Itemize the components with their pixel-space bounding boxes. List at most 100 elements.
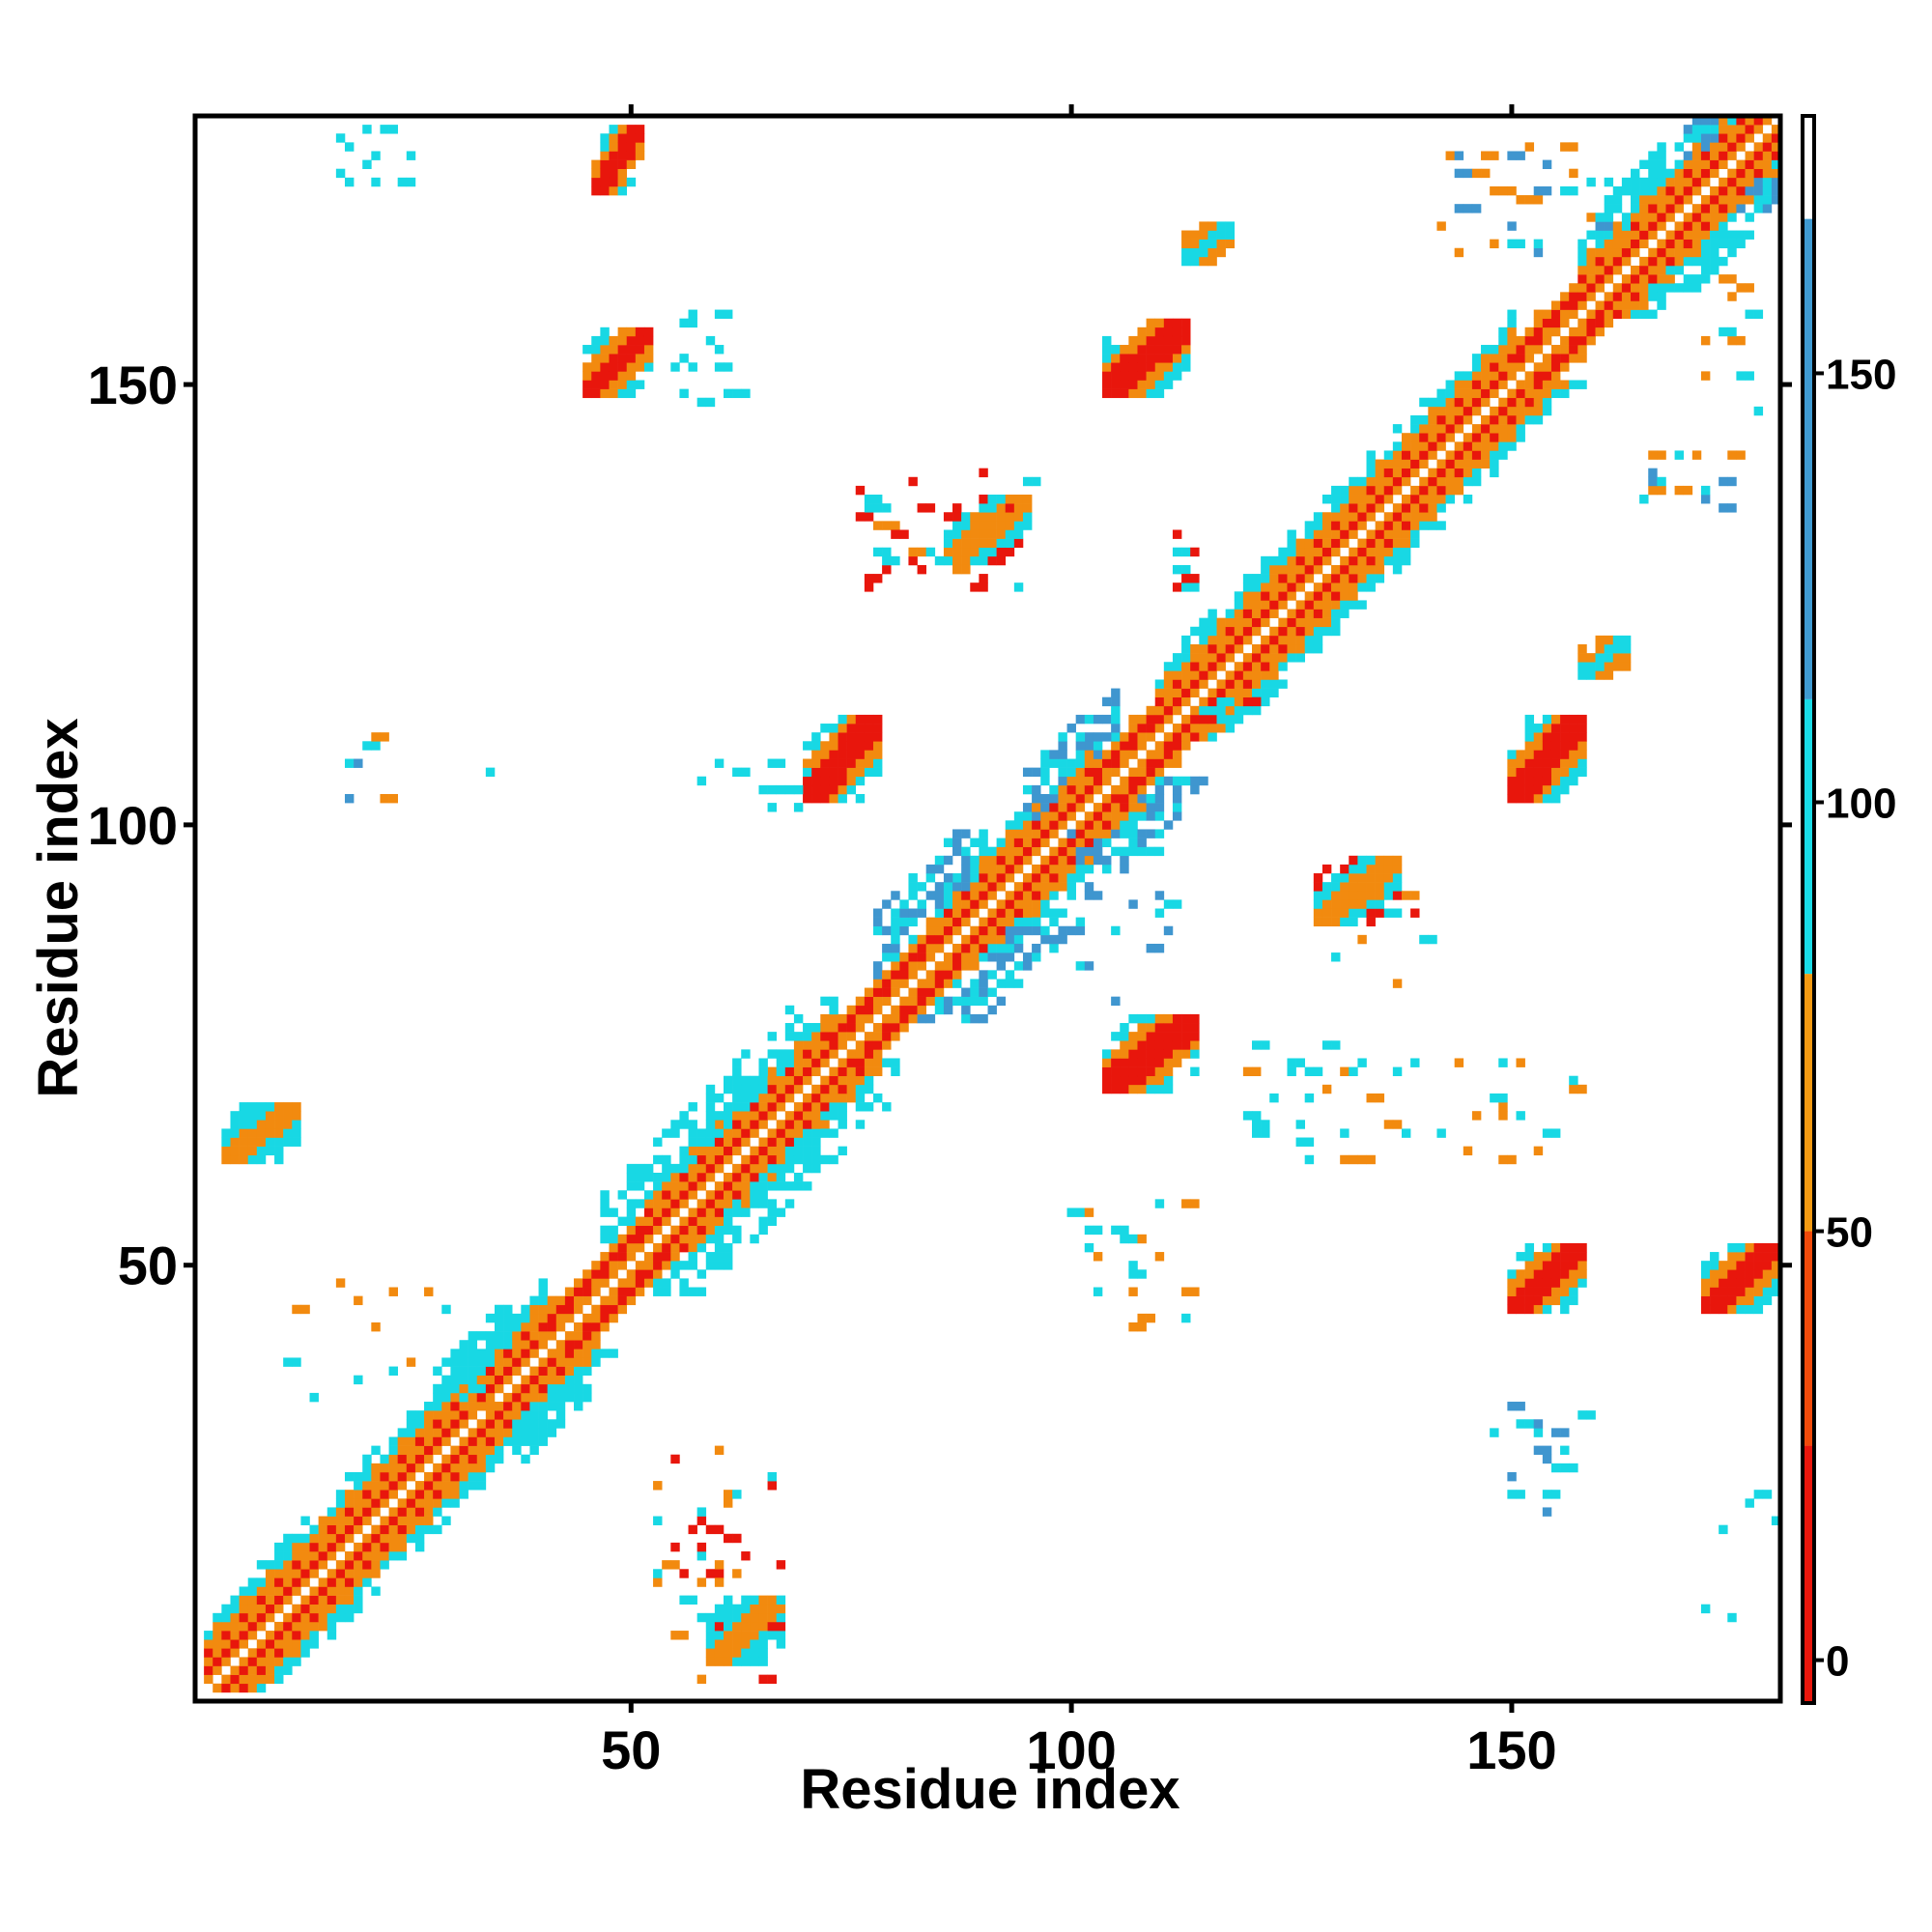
contact-cell [204,1665,213,1675]
contact-cell [609,1208,618,1217]
contact-cell [1436,388,1446,399]
contact-cell [1490,362,1499,372]
contact-cell [846,1023,857,1033]
contact-cell [1137,1075,1147,1086]
contact-cell [1261,1120,1270,1129]
contact-cell [1313,609,1323,618]
contact-cell [970,925,980,936]
contact-cell [1542,1252,1552,1262]
contact-cell [979,934,988,945]
contact-cell [767,1199,777,1208]
contact-cell [1516,1058,1525,1067]
contact-cell [1533,362,1544,372]
contact-cell [371,1560,381,1570]
contact-cell [679,318,689,328]
contact-cell [1727,1252,1737,1262]
contact-cell [512,1366,522,1376]
contact-cell [1621,653,1632,663]
contact-cell [961,829,971,838]
contact-cell [459,1436,469,1446]
contact-cell [1604,239,1614,249]
contact-cell [1190,547,1200,557]
contact-cell [943,512,953,522]
contact-cell [970,987,980,997]
contact-cell [256,1128,267,1138]
contact-cell [1321,495,1332,504]
contact-cell [354,1490,363,1499]
contact-cell [952,925,962,936]
contact-cell [741,1612,751,1623]
contact-cell [1621,283,1632,293]
contact-cell [230,1631,240,1640]
contact-cell [1216,247,1226,258]
contact-cell [609,380,618,389]
contact-cell [1066,811,1076,821]
contact-cell [626,1216,637,1226]
contact-cell [617,1242,628,1253]
contact-cell [1771,133,1781,143]
contact-cell [979,943,988,953]
contact-cell [1383,512,1394,522]
contact-cell [1516,750,1525,759]
contact-cell [1375,547,1385,557]
contact-cell [767,1093,777,1103]
contact-cell [1084,767,1094,778]
contact-cell [1631,265,1640,275]
contact-cell [1383,476,1394,487]
contact-cell [979,899,988,909]
contact-cell [820,1154,830,1165]
contact-cell [732,1208,742,1217]
contact-cell [406,1507,416,1517]
contact-cell [1321,617,1332,628]
contact-cell [1710,1278,1719,1288]
contact-cell [987,547,997,557]
contact-cell [1032,943,1041,953]
contact-cell [1005,943,1015,953]
contact-cell [1631,195,1640,205]
contact-cell [1401,891,1411,900]
contact-cell [1225,696,1236,707]
contact-cell [292,1357,301,1367]
contact-cell [891,1013,900,1024]
contact-cell [952,908,962,918]
contact-cell [1691,125,1702,134]
contact-cell [1163,345,1174,355]
contact-cell [1120,784,1129,795]
contact-cell [1471,433,1482,442]
contact-cell [1199,635,1208,645]
contact-cell [1621,662,1632,671]
contact-cell [318,1577,328,1587]
contact-cell [1498,1154,1508,1165]
contact-cell [1507,1295,1517,1306]
contact-cell [1137,371,1147,381]
contact-cell [635,335,645,346]
contact-cell [1093,732,1103,742]
contact-cell [1357,899,1367,909]
contact-cell [1445,414,1455,425]
contact-cell [855,1093,866,1103]
contact-cell [1691,247,1702,258]
contact-cell [617,1287,628,1296]
contact-cell [1163,354,1174,363]
contact-cell [1357,485,1367,496]
contact-cell [1631,300,1640,310]
contact-cell [891,1005,900,1015]
contact-cell [1120,803,1129,812]
contact-cell [705,1102,716,1112]
contact-cell [362,1471,372,1482]
contact-cell [741,1102,751,1112]
contact-cell [653,1252,663,1262]
contact-cell [784,1154,795,1165]
contact-cell [1507,185,1517,196]
contact-cell [1524,784,1535,795]
contact-cell [899,996,909,1007]
contact-cell [441,1463,451,1473]
contact-cell [1366,917,1376,927]
contact-cell [979,970,988,980]
contact-cell [1550,793,1561,804]
contact-cell [979,987,988,997]
contact-cell [1498,406,1508,416]
contact-cell [1586,256,1596,267]
contact-cell [1550,388,1561,399]
contact-cell [732,1075,742,1086]
